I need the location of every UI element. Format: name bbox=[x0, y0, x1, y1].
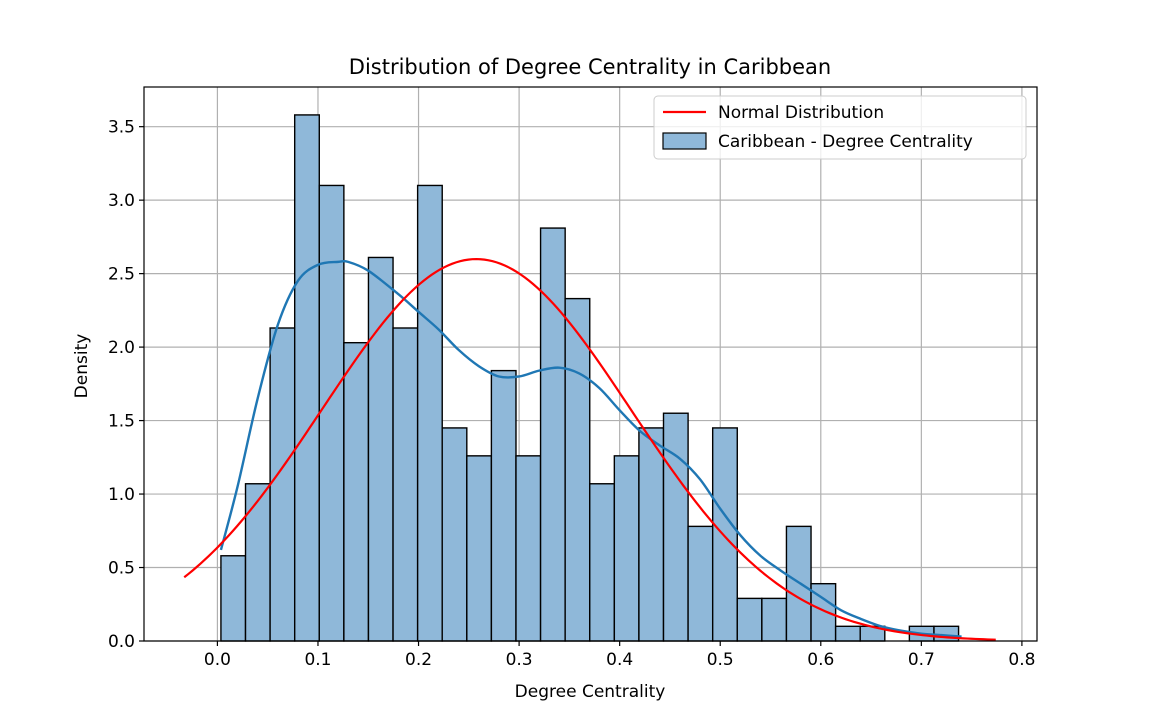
y-axis-ticks: 0.0 0.5 1.0 1.5 2.0 2.5 3.0 3.5 bbox=[108, 118, 144, 652]
histogram-bars bbox=[220, 114, 960, 642]
histogram-bar bbox=[441, 427, 468, 642]
histogram-bar bbox=[269, 327, 296, 642]
axes-frame bbox=[143, 86, 1038, 642]
x-axis-ticks: 0.0 0.1 0.2 0.3 0.4 0.5 0.6 0.7 0.8 bbox=[204, 641, 1035, 670]
histogram-bar bbox=[293, 114, 320, 642]
x-tick-label: 0.1 bbox=[304, 650, 331, 670]
legend-histogram-label: Caribbean - Degree Centrality bbox=[718, 132, 973, 152]
x-tick-label: 0.5 bbox=[707, 650, 734, 670]
curves bbox=[183, 257, 996, 641]
y-axis-label: Density bbox=[72, 334, 92, 399]
x-tick-label: 0.2 bbox=[405, 650, 432, 670]
y-tick-label: 0.0 bbox=[108, 632, 135, 652]
x-tick-label: 0.8 bbox=[1008, 650, 1035, 670]
y-tick-label: 3.5 bbox=[108, 118, 135, 138]
histogram-bar bbox=[589, 483, 616, 642]
histogram-bar bbox=[662, 412, 689, 642]
legend-box bbox=[653, 95, 1027, 160]
x-axis-label: Degree Centrality bbox=[515, 682, 666, 702]
histogram-bar bbox=[687, 525, 714, 642]
x-tick-label: 0.6 bbox=[807, 650, 834, 670]
legend-histogram-swatch bbox=[662, 132, 707, 150]
kde-curve bbox=[219, 259, 962, 638]
y-tick-label: 1.5 bbox=[108, 412, 135, 432]
histogram-bar bbox=[466, 455, 493, 642]
x-tick-label: 0.3 bbox=[506, 650, 533, 670]
histogram-bar bbox=[343, 341, 370, 642]
histogram-bar bbox=[736, 597, 763, 642]
legend-normal-label: Normal Distribution bbox=[718, 103, 884, 123]
histogram-bar bbox=[613, 455, 640, 642]
histogram-bar bbox=[220, 555, 247, 642]
histogram-bar bbox=[392, 327, 419, 642]
x-tick-label: 0.0 bbox=[204, 650, 231, 670]
legend: Normal Distribution Caribbean - Degree C… bbox=[653, 95, 1027, 160]
histogram-bar bbox=[515, 455, 542, 642]
x-tick-label: 0.7 bbox=[908, 650, 935, 670]
histogram-bar bbox=[318, 184, 345, 642]
y-tick-label: 2.0 bbox=[108, 338, 135, 358]
histogram-bar bbox=[416, 184, 443, 642]
x-tick-label: 0.4 bbox=[606, 650, 633, 670]
histogram-bar bbox=[539, 227, 566, 642]
histogram-bar bbox=[638, 427, 665, 642]
histogram-bar bbox=[834, 625, 861, 642]
histogram-bar bbox=[711, 427, 738, 642]
chart-title: Distribution of Degree Centrality in Car… bbox=[349, 55, 831, 79]
histogram-bar bbox=[244, 483, 271, 642]
y-tick-label: 2.5 bbox=[108, 265, 135, 285]
y-tick-label: 0.5 bbox=[108, 559, 135, 579]
histogram-bar bbox=[564, 297, 591, 642]
y-tick-label: 1.0 bbox=[108, 485, 135, 505]
y-tick-label: 3.0 bbox=[108, 191, 135, 211]
normal-curve bbox=[183, 257, 996, 641]
histogram-bar bbox=[490, 369, 517, 642]
histogram-bar bbox=[761, 597, 788, 642]
